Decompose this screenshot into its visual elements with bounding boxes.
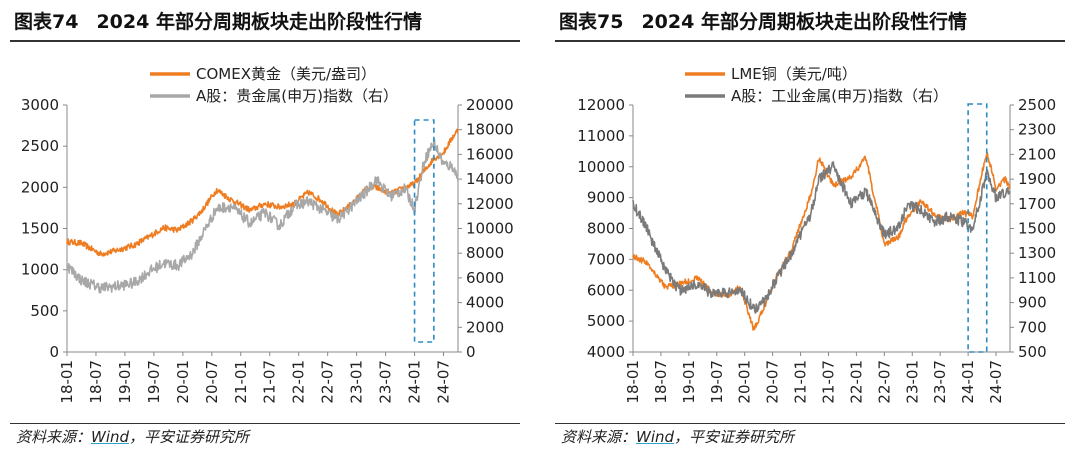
x-tick-label: 23-01 — [903, 360, 921, 404]
figure-title-text: 2024 年部分周期板块走出阶段性行情 — [641, 11, 967, 33]
y-left-tick-label: 6000 — [587, 281, 625, 299]
y-left-tick-label: 12000 — [577, 96, 625, 114]
y-right-tick-label: 500 — [1018, 343, 1047, 361]
x-tick-label: 21-07 — [261, 360, 279, 404]
y-right-tick-label: 1700 — [1018, 195, 1056, 213]
x-tick-label: 22-07 — [875, 360, 893, 404]
figure-title: 图表75 2024 年部分周期板块走出阶段性行情 — [559, 6, 967, 38]
highlight-box — [413, 119, 435, 343]
y-right-tick-label: 2100 — [1018, 145, 1056, 163]
y-left-tick-label: 11000 — [577, 127, 625, 145]
y-left-tick-label: 2000 — [21, 178, 59, 196]
x-tick-label: 18-01 — [624, 360, 642, 404]
y-left-tick-label: 3000 — [21, 96, 59, 114]
x-tick-label: 22-07 — [319, 360, 337, 404]
y-right-tick-label: 16000 — [466, 145, 514, 163]
y-left-tick-label: 4000 — [587, 343, 625, 361]
legend-label: COMEX黄金（美元/盎司） — [196, 65, 376, 83]
source-wind: Wind — [636, 428, 675, 446]
y-right-tick-label: 12000 — [466, 195, 514, 213]
highlight-box — [967, 103, 988, 353]
x-tick-label: 24-01 — [959, 360, 977, 404]
y-right-tick-label: 18000 — [466, 121, 514, 139]
title-rule — [10, 40, 520, 42]
y-right-tick-label: 10000 — [466, 220, 514, 238]
y-right-tick-label: 2000 — [466, 318, 504, 336]
y-right-tick-label: 1100 — [1018, 269, 1056, 287]
y-right-tick-label: 1300 — [1018, 244, 1056, 262]
x-tick-label: 19-01 — [116, 360, 134, 404]
x-tick-label: 22-01 — [290, 360, 308, 404]
y-left-tick-label: 1500 — [21, 220, 59, 238]
x-tick-label: 24-07 — [987, 360, 1005, 404]
y-right-tick-label: 8000 — [466, 244, 504, 262]
x-tick-label: 23-01 — [348, 360, 366, 404]
y-left-tick-label: 1000 — [21, 261, 59, 279]
series-line-2 — [66, 138, 459, 294]
legend-label: LME铜（美元/吨） — [731, 65, 857, 83]
line-chart: 4000 5000 6000 7000 8000 9000 10000 11000 12000 5… — [577, 65, 1056, 404]
y-left-tick-label: 0 — [49, 343, 59, 361]
y-right-tick-label: 700 — [1018, 318, 1047, 336]
y-right-tick-label: 14000 — [466, 170, 514, 188]
x-tick-label: 24-01 — [406, 360, 424, 404]
y-left-tick-label: 7000 — [587, 250, 625, 268]
x-tick-label: 20-01 — [174, 360, 192, 404]
figure-number: 图表75 — [559, 11, 624, 33]
x-tick-label: 18-01 — [58, 360, 76, 404]
chart-panel-75: 图表75 2024 年部分周期板块走出阶段性行情 4000 5000 6000 7000… — [555, 0, 1065, 452]
y-left-tick-label: 10000 — [577, 158, 625, 176]
figure-title-text: 2024 年部分周期板块走出阶段性行情 — [96, 11, 422, 33]
x-tick-label: 18-07 — [652, 360, 670, 404]
title-rule — [555, 40, 1065, 42]
source-note: 资料来源：Wind，平安证券研究所 — [16, 428, 250, 446]
source-note: 资料来源：Wind，平安证券研究所 — [561, 428, 795, 446]
y-left-tick-label: 8000 — [587, 220, 625, 238]
x-tick-label: 18-07 — [87, 360, 105, 404]
y-right-tick-label: 0 — [466, 343, 476, 361]
x-tick-label: 19-01 — [680, 360, 698, 404]
y-right-tick-label: 1900 — [1018, 170, 1056, 188]
source-wind: Wind — [91, 428, 130, 446]
x-tick-label: 20-01 — [736, 360, 754, 404]
y-right-tick-label: 1500 — [1018, 220, 1056, 238]
x-tick-label: 19-07 — [145, 360, 163, 404]
chart-panel-74: 图表74 2024 年部分周期板块走出阶段性行情 0 500 1000 1500 2000… — [10, 0, 520, 452]
x-tick-label: 21-07 — [819, 360, 837, 404]
figure-number: 图表74 — [14, 11, 79, 33]
y-left-tick-label: 500 — [30, 302, 59, 320]
line-chart: 0 500 1000 1500 2000 2500 3000 0 2000 4000 6000 800… — [21, 65, 514, 404]
x-tick-label: 23-07 — [931, 360, 949, 404]
x-tick-label: 22-01 — [847, 360, 865, 404]
legend-label: A股：贵金属(申万)指数（右） — [196, 87, 398, 105]
x-tick-label: 20-07 — [203, 360, 221, 404]
x-tick-label: 21-01 — [792, 360, 810, 404]
x-tick-label: 24-07 — [435, 360, 453, 404]
y-left-tick-label: 2500 — [21, 137, 59, 155]
x-tick-label: 19-07 — [708, 360, 726, 404]
source-rule — [10, 423, 520, 424]
x-tick-label: 21-01 — [232, 360, 250, 404]
legend-label: A股：工业金属(申万)指数（右） — [731, 87, 948, 105]
y-left-tick-label: 5000 — [587, 312, 625, 330]
y-right-tick-label: 6000 — [466, 269, 504, 287]
figure-title: 图表74 2024 年部分周期板块走出阶段性行情 — [14, 6, 422, 38]
y-right-tick-label: 2500 — [1018, 96, 1056, 114]
x-tick-label: 20-07 — [764, 360, 782, 404]
y-right-tick-label: 20000 — [466, 96, 514, 114]
y-right-tick-label: 4000 — [466, 294, 504, 312]
series-line-2 — [632, 161, 1011, 314]
x-tick-label: 23-07 — [377, 360, 395, 404]
source-rule — [555, 423, 1065, 424]
y-right-tick-label: 2300 — [1018, 121, 1056, 139]
y-right-tick-label: 900 — [1018, 294, 1047, 312]
y-left-tick-label: 9000 — [587, 189, 625, 207]
